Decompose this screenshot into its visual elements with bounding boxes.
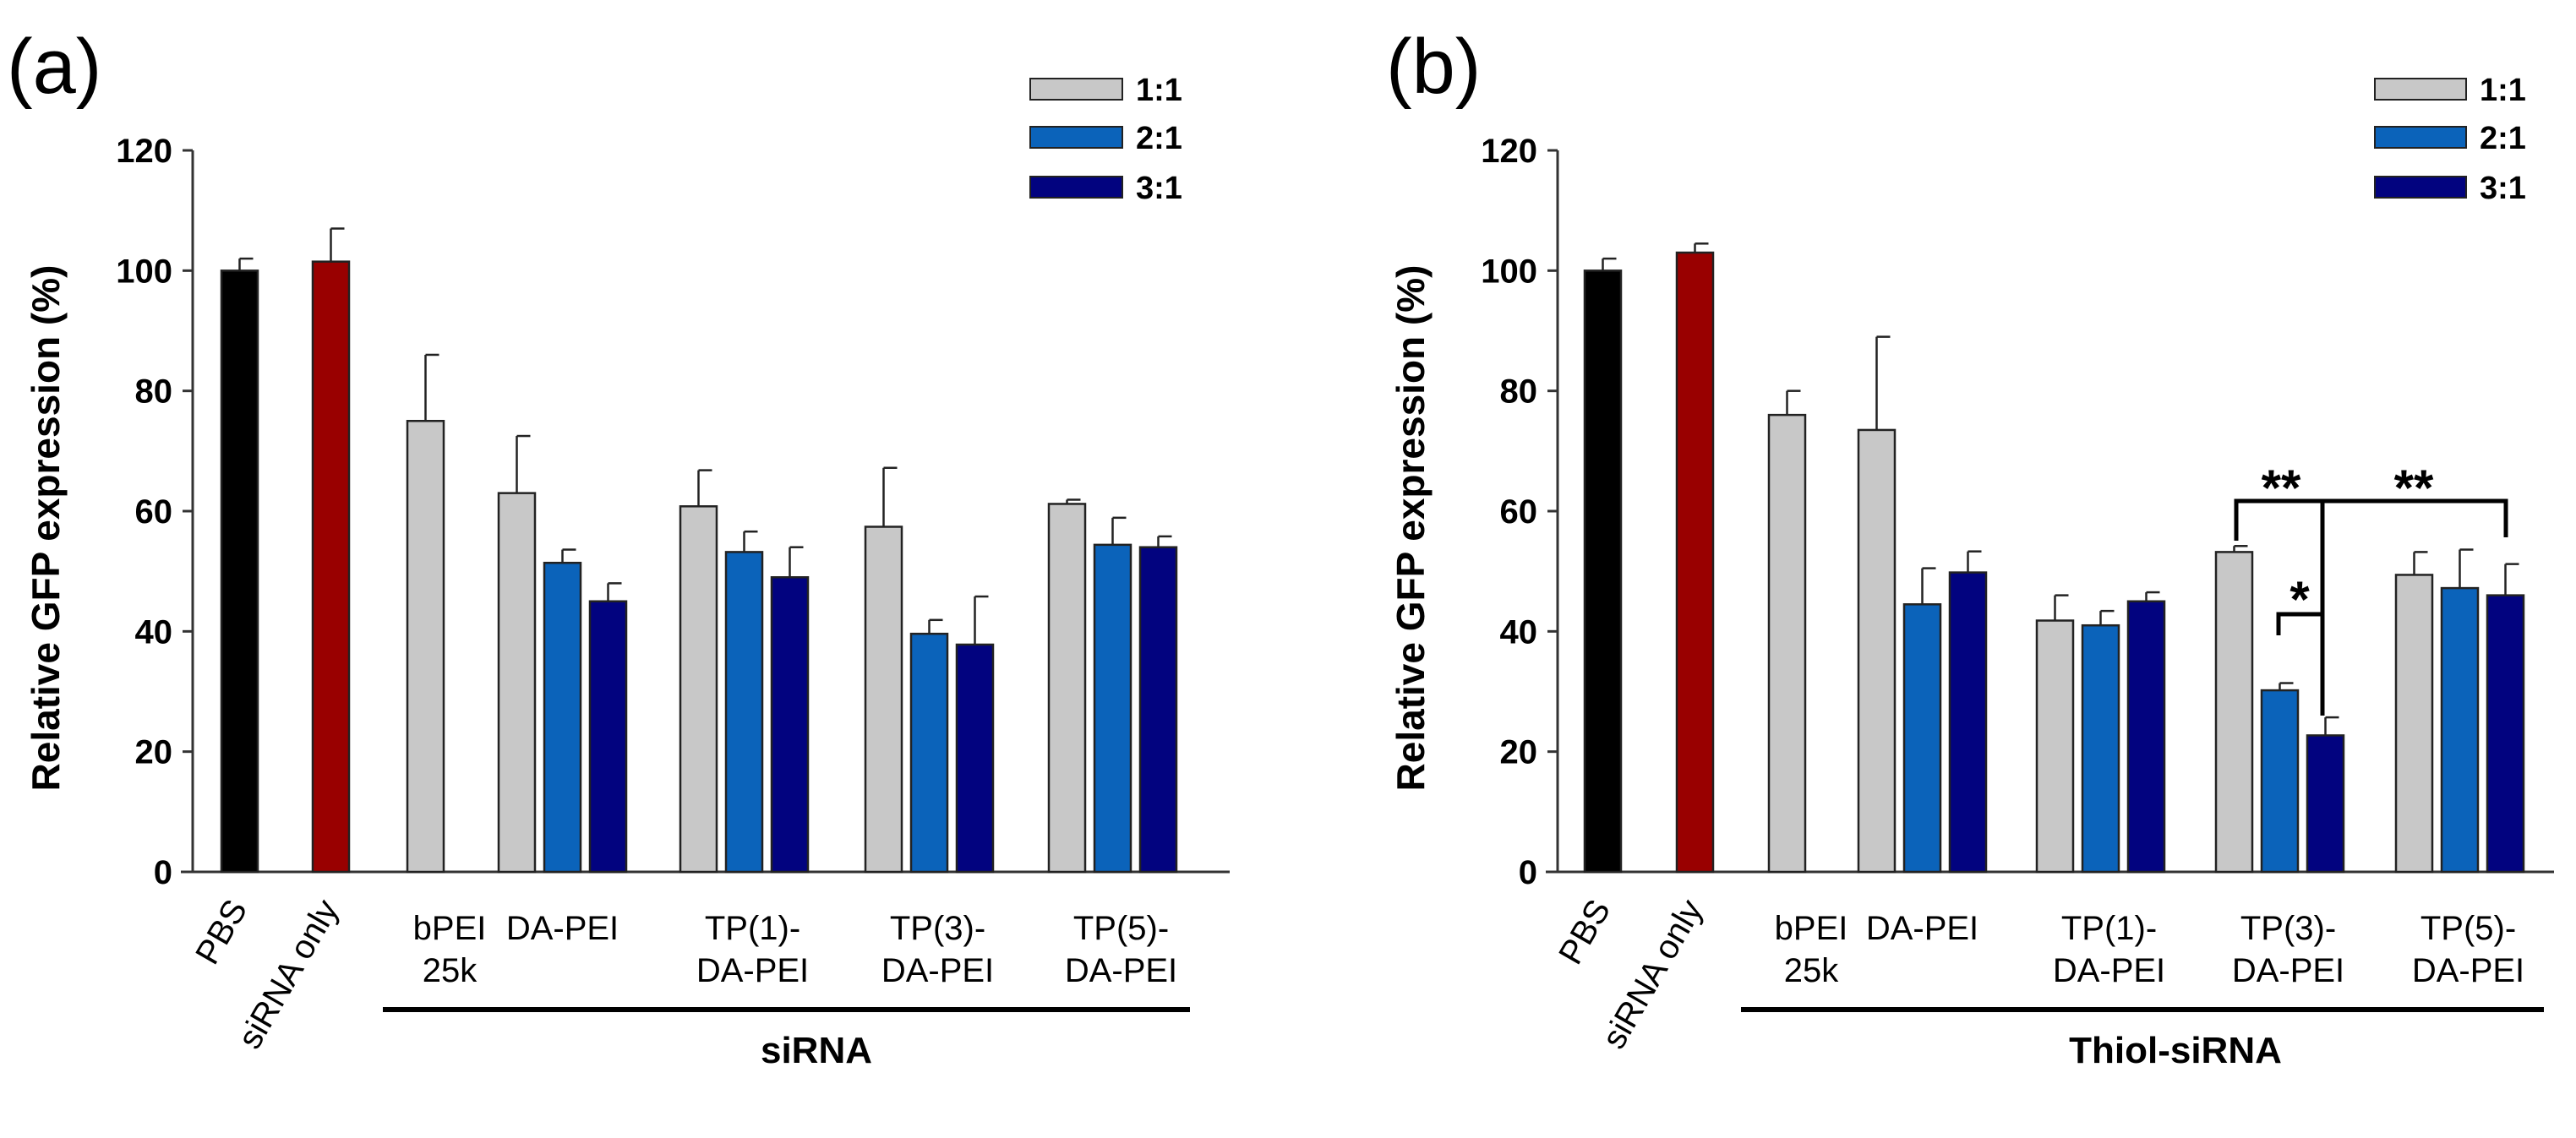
legend-swatch-1to1 [2374,78,2467,101]
x-category-label: bPEI [413,910,487,947]
bar-3to1 [2486,594,2525,874]
bar-1to1 [1047,503,1087,874]
legend-label: 2:1 [1136,121,1182,156]
x-category-label: DA-PEI [2053,952,2165,989]
y-tick-label: 20 [1500,734,1538,771]
x-category-label: TP(5)- [2420,910,2516,947]
x-category-label: TP(1)- [705,910,800,947]
significance-bracket [2322,498,2508,537]
x-category-label: DA-PEI [1065,952,1177,989]
bar-2to1 [543,561,582,874]
bar-2to1 [1093,543,1132,874]
significance-label: * [2289,571,2310,628]
x-category-label: DA-PEI [1866,910,1978,947]
legend-label: 3:1 [1136,171,1182,206]
bar-2to1 [1902,603,1942,874]
x-category-label: 25k [423,952,478,989]
bar-3to1 [2306,734,2345,874]
bar-2to1 [2260,689,2300,874]
bar-sirna-only [1675,251,1715,874]
legend-swatch-3to1 [2374,176,2467,199]
panel-b: (b) 0 20 40 60 80 100 120 Relative GFP expressio… [1386,24,2554,1071]
bar-2to1 [2440,586,2480,874]
group-label: Thiol-siRNA [2069,1030,2282,1071]
bar-2to1 [2081,623,2120,874]
x-label-control: PBS [1552,894,1618,971]
bar-1to1 [2394,574,2434,874]
significance-label: ** [2262,460,2301,516]
bar-2to1 [724,551,764,874]
bar-1to1 [406,420,445,874]
legend-label: 1:1 [2480,73,2526,108]
x-category-label: DA-PEI [881,952,994,989]
group-label: siRNA [761,1030,872,1071]
y-tick-label: 100 [116,253,172,290]
bar-1to1 [679,505,718,874]
y-tick-label: 100 [1481,253,1537,290]
significance-bracket [2234,498,2322,541]
legend-label: 3:1 [2480,171,2526,206]
bar-1to1 [864,525,903,874]
x-category-label: DA-PEI [2412,952,2524,989]
x-category-label: DA-PEI [696,952,809,989]
significance-bracket [2276,612,2322,635]
bar-pbs [1583,270,1623,874]
y-tick-label: 0 [154,854,172,891]
y-tick-label: 60 [135,493,173,531]
x-category-label: DA-PEI [506,910,619,947]
legend-swatch-3to1 [1029,176,1123,199]
significance-label: ** [2394,460,2434,516]
x-category-label: 25k [1784,952,1839,989]
bar-1to1 [2035,619,2075,874]
bar-sirna-only [311,260,351,874]
bar-3to1 [2126,600,2166,874]
bar-1to1 [1767,413,1807,874]
y-tick-label: 40 [1500,613,1538,651]
x-category-label: TP(3)- [2240,910,2336,947]
y-tick-label: 120 [1481,133,1537,170]
bar-1to1 [2214,551,2254,874]
legend-swatch-1to1 [1029,78,1123,101]
x-category-label: TP(3)- [890,910,985,947]
bar-1to1 [1857,428,1897,874]
x-category-label: bPEI [1775,910,1848,947]
legend-label: 2:1 [2480,121,2526,156]
y-tick-label: 0 [1519,854,1537,891]
bar-pbs [220,270,259,874]
bar-1to1 [497,492,537,874]
x-category-label: TP(5)- [1073,910,1169,947]
y-tick-label: 80 [1500,373,1538,411]
bar-3to1 [1948,571,1988,874]
bar-3to1 [770,576,810,874]
x-category-label: TP(1)- [2061,910,2157,947]
bar-3to1 [955,643,995,874]
x-category-label: DA-PEI [2232,952,2344,989]
panel-label: (b) [1386,24,1481,110]
panel-label: (a) [7,24,101,110]
y-axis-title: Relative GFP expression (%) [1389,265,1433,792]
y-tick-label: 120 [116,133,172,170]
y-tick-label: 20 [135,734,173,771]
bar-3to1 [588,600,628,874]
panel-a: (a) 0 20 40 60 80 100 120 Relative GFP expressio… [7,24,1230,1071]
legend-label: 1:1 [1136,73,1182,108]
bar-3to1 [1138,546,1178,874]
legend-swatch-2to1 [1029,126,1123,149]
y-tick-label: 40 [135,613,173,651]
bar-2to1 [909,632,949,874]
y-tick-label: 60 [1500,493,1538,531]
y-tick-label: 80 [135,373,173,411]
legend-swatch-2to1 [2374,126,2467,149]
y-axis-title: Relative GFP expression (%) [24,265,68,792]
x-label-control: PBS [188,894,254,971]
